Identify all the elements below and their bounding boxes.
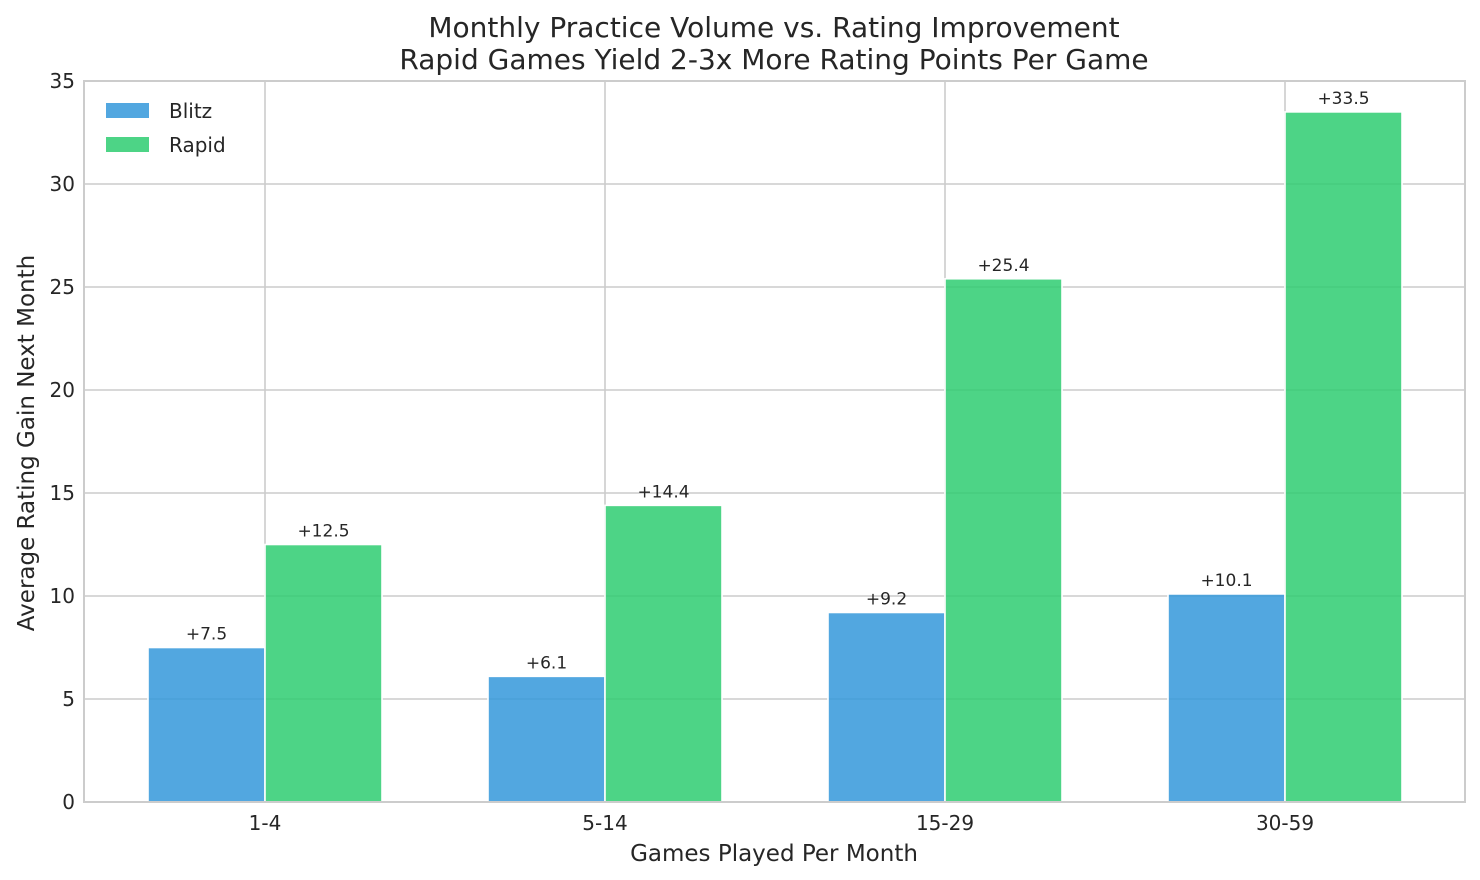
plot-area: +7.5 +6.1 +9.2 +10.1 +12.5 +14.4 +25.4 +33.5 0 5 1… <box>50 69 1466 835</box>
plot-frame <box>83 80 1466 803</box>
data-label: +10.1 <box>1200 571 1252 591</box>
y-tick-label: 15 <box>50 481 75 505</box>
bar-blitz <box>1167 593 1286 803</box>
y-axis-label: Average Rating Gain Next Month <box>14 255 40 631</box>
data-label: +25.4 <box>977 256 1029 276</box>
y-tick-label: 0 <box>62 790 75 814</box>
legend-swatch-blitz <box>106 103 149 118</box>
bar-blitz <box>827 611 946 803</box>
data-label: +9.2 <box>866 589 907 609</box>
legend: Blitz Rapid <box>106 99 226 157</box>
legend-swatch-rapid <box>106 137 149 152</box>
y-tick-label: 30 <box>50 172 75 196</box>
y-tick-label: 10 <box>50 584 75 608</box>
legend-label-blitz: Blitz <box>169 99 212 123</box>
chart-subtitle: Rapid Games Yield 2-3x More Rating Point… <box>399 43 1148 76</box>
data-label: +33.5 <box>1317 89 1369 109</box>
x-tick-label: 5-14 <box>582 811 627 835</box>
bar-rapid <box>604 504 723 803</box>
x-tick-label: 1-4 <box>249 811 282 835</box>
y-tick-label: 20 <box>50 378 75 402</box>
data-label: +6.1 <box>526 653 567 673</box>
bar-blitz <box>487 675 606 803</box>
y-tick-label: 5 <box>62 687 75 711</box>
bar-rapid <box>944 277 1063 803</box>
data-label: +12.5 <box>297 522 349 542</box>
bar-rapid <box>1284 111 1403 803</box>
x-tick-label: 30-59 <box>1256 811 1314 835</box>
chart-title: Monthly Practice Volume vs. Rating Impro… <box>428 11 1119 44</box>
x-tick-label: 15-29 <box>916 811 974 835</box>
bar-rapid <box>264 543 383 803</box>
y-tick-label: 35 <box>50 69 75 93</box>
bar-blitz <box>147 646 266 803</box>
legend-label-rapid: Rapid <box>169 133 226 157</box>
data-label: +14.4 <box>637 482 689 502</box>
x-axis-label: Games Played Per Month <box>630 841 918 867</box>
y-tick-label: 25 <box>50 275 75 299</box>
data-label: +7.5 <box>186 625 227 645</box>
